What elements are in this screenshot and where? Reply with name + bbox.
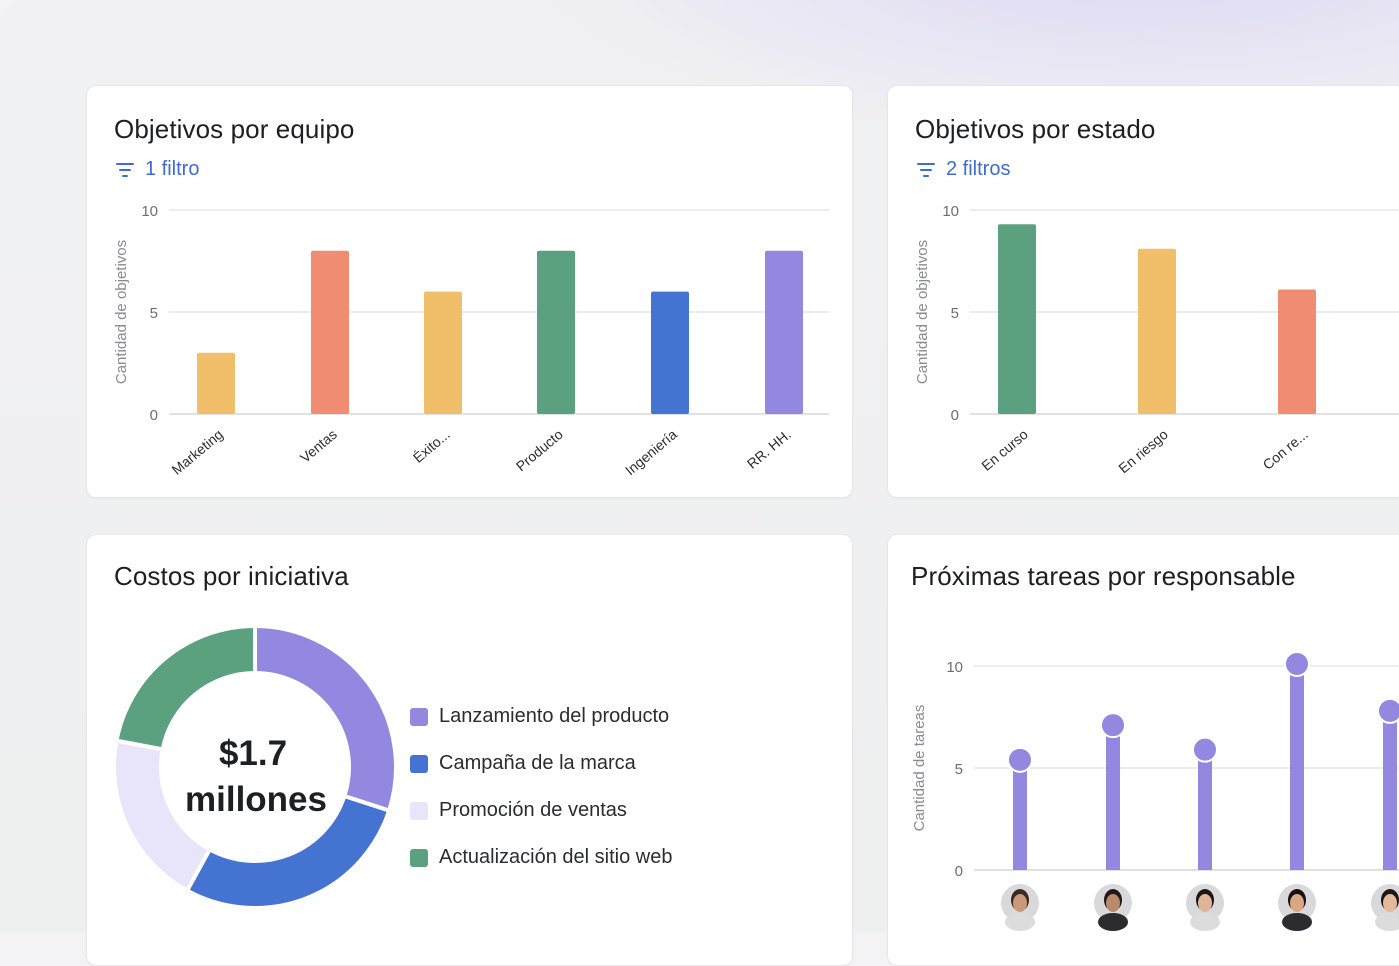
bar[interactable] [197,352,235,414]
lollipop-stem[interactable] [1013,759,1027,870]
filter-button[interactable]: 1 filtro [115,158,199,181]
objectives-by-team-card: Objetivos por equipo 1 filtro 0 5 10 Cantid… [86,85,853,498]
lollipop-dot[interactable] [1007,746,1033,773]
bar[interactable] [651,291,689,414]
y-axis-label: Cantidad de objetivos [914,240,931,384]
lollipop-stem[interactable] [1383,710,1397,870]
x-tick-label: Ventas [297,426,340,466]
x-tick-label: Marketing [169,426,226,478]
legend-item: Lanzamiento del producto [410,693,672,740]
donut-slice[interactable] [184,793,392,910]
legend-item: Campaña de la marca [410,740,672,787]
tasks-lollipop-chart: 0 5 10 Cantidad de tareas [911,650,1399,931]
filter-icon [115,161,135,179]
legend-label: Actualización del sitio web [439,846,673,868]
donut-total: $1.7 millones [185,731,327,823]
filter-label: 2 filtros [946,158,1011,180]
legend-item: Promoción de ventas [410,787,672,834]
costs-by-initiative-card: Costos por iniciativa $1.7 millones Lanz… [86,534,853,966]
donut-slice[interactable] [253,623,398,814]
y-tick-label: 0 [951,407,959,424]
y-tick-label: 5 [955,761,963,778]
x-tick-label: Ingeniería [622,426,680,478]
avatar-shoulders [1375,913,1399,931]
x-tick-label: En curso [978,426,1031,474]
status-bar-chart: 0 5 10 Cantidad de objetivos En curso En ries… [914,203,1399,476]
y-tick-label: 0 [955,863,963,880]
legend-label: Lanzamiento del producto [439,705,670,727]
donut-slice[interactable] [114,623,257,752]
donut-total-unit: millones [185,780,327,819]
lollipop-dot[interactable] [1377,697,1399,724]
assignee-avatar[interactable] [1371,884,1399,931]
legend-item: Actualización del sitio web [410,834,672,881]
legend-swatch [410,801,428,820]
lollipop-dot[interactable] [1284,650,1310,677]
filter-label: 1 filtro [145,158,200,180]
avatar-face [1290,894,1304,912]
avatar-shoulders [1282,913,1312,931]
y-tick-label: 0 [150,407,158,424]
bar[interactable] [998,224,1036,414]
assignee-avatar[interactable] [1186,884,1224,931]
legend-swatch [410,848,428,867]
avatar-shoulders [1190,913,1220,931]
costs-donut-chart [112,623,398,910]
y-tick-label: 5 [951,305,959,322]
team-bar-chart: 0 5 10 Cantidad de objetivos Marketing Ventas… [113,203,829,478]
x-tick-label: Éxito... [410,426,453,466]
lollipop-stem[interactable] [1198,749,1212,870]
lollipop-stem[interactable] [1290,663,1304,870]
bar[interactable] [424,291,462,414]
bar[interactable] [311,250,349,414]
x-tick-label: En riesgo [1115,426,1171,476]
bar[interactable] [1278,289,1316,414]
avatar-shoulders [1005,913,1035,931]
card-title: Objetivos por equipo [114,114,355,144]
y-axis-label: Cantidad de tareas [911,705,928,832]
legend-label: Campaña de la marca [439,752,636,774]
x-tick-label: Con re... [1260,426,1311,473]
legend-swatch [410,707,428,726]
filter-icon [916,161,936,179]
bar[interactable] [1138,248,1176,414]
y-tick-label: 10 [946,659,963,676]
avatar-face [1106,894,1120,912]
avatar-shoulders [1098,913,1128,931]
y-axis-label: Cantidad de objetivos [113,240,130,384]
lollipop-stem[interactable] [1106,725,1120,870]
x-tick-label: Producto [513,426,566,474]
bar[interactable] [537,250,575,414]
legend-label: Promoción de ventas [439,799,627,821]
avatar-face [1013,894,1027,912]
bar[interactable] [765,250,803,414]
x-tick-label: RR. HH. [744,426,794,472]
objectives-by-status-card: Objetivos por estado 2 filtros 0 5 10 Canti… [887,85,1399,498]
donut-total-amount: $1.7 [218,734,288,773]
assignee-avatar[interactable] [1094,884,1132,931]
avatar-face [1383,894,1397,912]
upcoming-tasks-card: Próximas tareas por responsable 0 5 10 Cant… [887,534,1399,966]
donut-legend: Lanzamiento del producto Campaña de la ma… [410,693,672,881]
y-tick-label: 10 [942,203,959,220]
assignee-avatar[interactable] [1278,884,1316,931]
card-title: Costos por iniciativa [114,561,349,591]
card-title: Próximas tareas por responsable [911,561,1296,591]
lollipop-dot[interactable] [1192,736,1218,763]
y-tick-label: 5 [150,305,158,322]
lollipop-dot[interactable] [1100,712,1126,739]
legend-swatch [410,754,428,773]
card-title: Objetivos por estado [915,114,1156,144]
assignee-avatar[interactable] [1001,884,1039,931]
filter-button[interactable]: 2 filtros [916,158,1010,181]
y-tick-label: 10 [141,203,158,220]
avatar-face [1198,894,1212,912]
